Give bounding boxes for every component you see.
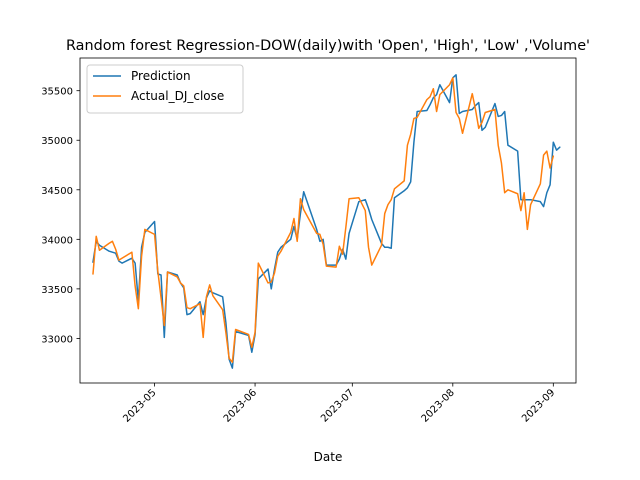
legend-label: Prediction	[131, 69, 191, 83]
y-tick-label: 33000	[41, 334, 73, 345]
series-layer	[92, 74, 561, 369]
legend: Prediction Actual_DJ_close	[86, 64, 244, 114]
series-line-actual-dj-close	[92, 77, 555, 363]
axes-frame	[79, 57, 577, 384]
legend-label: Actual_DJ_close	[131, 89, 224, 103]
x-axis-label: Date	[314, 450, 343, 464]
axes-layer	[79, 57, 577, 384]
y-tick-label: 35000	[41, 136, 73, 147]
legend-box	[86, 64, 244, 114]
y-tick-label: 35500	[41, 87, 73, 98]
y-tick-label: 33500	[41, 285, 73, 296]
chart-title: Random forest Regression-DOW(daily)with …	[66, 38, 590, 54]
y-tick-label: 34500	[41, 186, 73, 197]
y-tick-label: 34000	[41, 235, 73, 246]
